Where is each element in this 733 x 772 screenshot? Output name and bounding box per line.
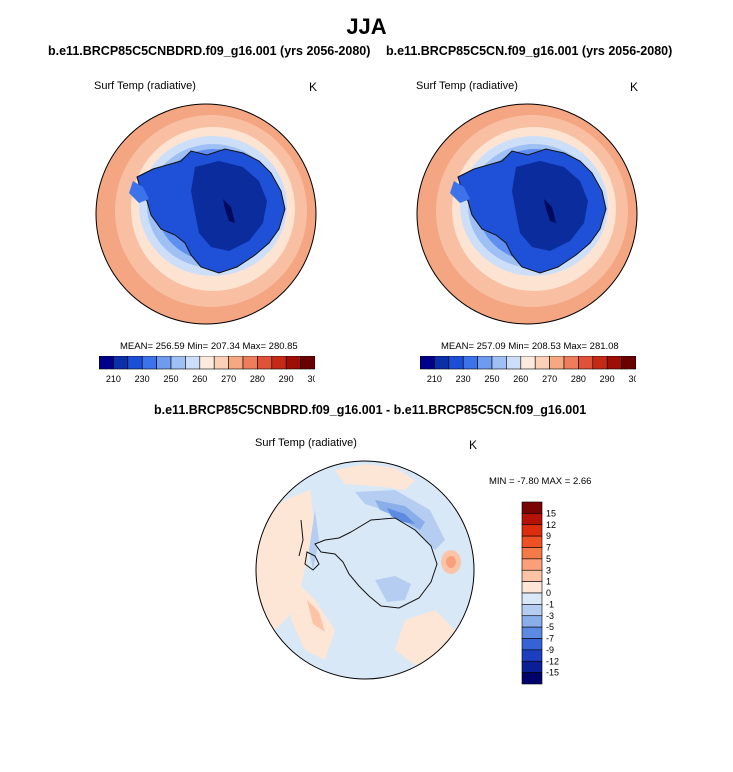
colorbar-1-box <box>257 356 273 370</box>
colorbar-1-tick-label: 280 <box>250 374 265 384</box>
panel-2-stats: MEAN= 257.09 Min= 208.53 Max= 281.08 <box>441 341 619 352</box>
colorbar-1-box <box>213 356 229 370</box>
colorbar-3-tick-label: -7 <box>546 634 554 644</box>
colorbar-2-box <box>563 356 579 370</box>
colorbar-2-box <box>477 356 493 370</box>
panel-3-title: b.e11.BRCP85C5CNBDRD.f09_g16.001 - b.e11… <box>154 403 587 417</box>
panel-3-colorbar: 15 129 753 10-1 -3-5 -7-9-12 -15 <box>521 501 559 685</box>
colorbar-1-tick-label: 210 <box>106 374 121 384</box>
colorbar-3-tick-label: -15 <box>546 668 559 678</box>
colorbar-2-box <box>534 356 550 370</box>
panel-2-units: K <box>630 80 639 94</box>
colorbar-3-box <box>521 513 543 526</box>
colorbar-3-tick-label: -1 <box>546 599 554 609</box>
colorbar-1-tick-label: 300 <box>307 374 315 384</box>
colorbar-3-box <box>521 672 543 685</box>
colorbar-1-box <box>242 356 258 370</box>
colorbar-2-tick-label: 280 <box>571 374 586 384</box>
colorbar-1-box <box>285 356 301 370</box>
colorbar-3-box <box>521 638 543 651</box>
colorbar-2-box <box>578 356 594 370</box>
colorbar-3-box <box>521 660 543 673</box>
panel-2-title: b.e11.BRCP85C5CN.f09_g16.001 (yrs 2056-2… <box>386 44 673 58</box>
colorbar-3-box <box>521 535 543 548</box>
colorbar-1-tick-label: 270 <box>221 374 236 384</box>
colorbar-3-tick-label: 7 <box>546 543 551 553</box>
panel-2-map <box>416 103 638 325</box>
colorbar-1-box <box>156 356 172 370</box>
colorbar-1-box <box>185 356 201 370</box>
colorbar-3-box <box>521 558 543 571</box>
colorbar-3-tick-label: -5 <box>546 622 554 632</box>
colorbar-3-tick-label: 3 <box>546 565 551 575</box>
colorbar-3-box <box>521 649 543 662</box>
colorbar-2-box <box>448 356 464 370</box>
colorbar-2-box <box>549 356 565 370</box>
panel-1-variable: Surf Temp (radiative) <box>94 80 196 92</box>
panel-2-colorbar: 210 230 250 260 270 280 290 300 <box>420 356 636 384</box>
panel-1-title: b.e11.BRCP85C5CNBDRD.f09_g16.001 (yrs 20… <box>48 44 371 58</box>
colorbar-3-tick-label: 9 <box>546 531 551 541</box>
colorbar-3-tick-label: 15 <box>546 508 556 518</box>
colorbar-3-box <box>521 524 543 537</box>
colorbar-1-box <box>300 356 315 370</box>
colorbar-2-tick-label: 300 <box>628 374 636 384</box>
colorbar-2-tick-label: 290 <box>600 374 615 384</box>
colorbar-3-box <box>521 604 543 617</box>
colorbar-1-box <box>228 356 244 370</box>
panel-3-stats: MIN = -7.80 MAX = 2.66 <box>489 476 592 487</box>
main-title: JJA <box>346 14 387 39</box>
colorbar-3-tick-label: 12 <box>546 520 556 530</box>
colorbar-3-tick-label: -3 <box>546 611 554 621</box>
panel-1-map <box>95 103 317 325</box>
colorbar-2-tick-label: 250 <box>484 374 499 384</box>
colorbar-2-tick-label: 230 <box>456 374 471 384</box>
colorbar-1-tick-label: 290 <box>279 374 294 384</box>
colorbar-3-box <box>521 569 543 582</box>
colorbar-3-box <box>521 581 543 594</box>
colorbar-2-box <box>506 356 522 370</box>
colorbar-1-box <box>271 356 287 370</box>
colorbar-1-box <box>170 356 186 370</box>
colorbar-3-tick-label: 1 <box>546 577 551 587</box>
colorbar-3-tick-label: 0 <box>546 588 551 598</box>
colorbar-2-box <box>462 356 478 370</box>
panel-1-colorbar: 210 230 250 260 270 280 290 300 <box>99 356 315 384</box>
colorbar-3-box <box>521 547 543 560</box>
colorbar-2-box <box>420 356 435 370</box>
colorbar-1-tick-label: 250 <box>163 374 178 384</box>
colorbar-1-box <box>113 356 129 370</box>
colorbar-3-tick-label: -12 <box>546 656 559 666</box>
colorbar-1-box <box>199 356 215 370</box>
colorbar-2-box <box>606 356 622 370</box>
colorbar-3-box <box>521 592 543 605</box>
colorbar-2-tick-label: 210 <box>427 374 442 384</box>
panel-3-units: K <box>469 438 478 452</box>
panel-3-map <box>255 460 475 680</box>
colorbar-3-box <box>521 501 543 514</box>
colorbar-1-box <box>127 356 143 370</box>
colorbar-3-box <box>521 615 543 628</box>
colorbar-2-tick-label: 270 <box>542 374 557 384</box>
colorbar-2-box <box>592 356 608 370</box>
colorbar-3-box <box>521 626 543 639</box>
colorbar-1-tick-label: 260 <box>192 374 207 384</box>
colorbar-2-box <box>491 356 507 370</box>
panel-2-variable: Surf Temp (radiative) <box>416 80 518 92</box>
colorbar-1-box <box>141 356 157 370</box>
colorbar-2-box <box>520 356 536 370</box>
colorbar-1-box <box>99 356 114 370</box>
colorbar-2-tick-label: 260 <box>513 374 528 384</box>
panel-1-stats: MEAN= 256.59 Min= 207.34 Max= 280.85 <box>120 341 298 352</box>
colorbar-2-box <box>621 356 636 370</box>
panel-3-variable: Surf Temp (radiative) <box>255 437 357 449</box>
colorbar-1-tick-label: 230 <box>135 374 150 384</box>
colorbar-2-box <box>434 356 450 370</box>
colorbar-3-tick-label: -9 <box>546 645 554 655</box>
panel-1-units: K <box>309 80 318 94</box>
colorbar-3-tick-label: 5 <box>546 554 551 564</box>
